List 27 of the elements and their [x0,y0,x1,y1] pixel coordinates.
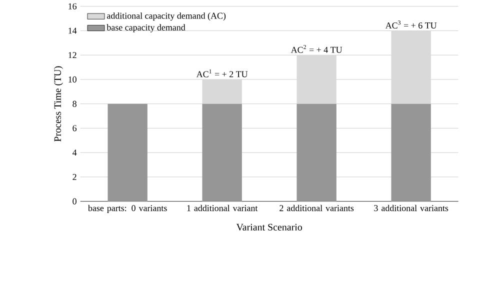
annotation: AC$^{3}$ = + 6 TU [385,20,437,29]
bar [202,104,242,202]
y-tick-label: 16 [68,3,77,10]
annotation: AC$^{2}$ = + 4 TU [290,45,342,54]
y-tick-label: 4 [72,150,77,156]
x-tick-label: 1 additional variant [187,204,258,212]
bar [391,30,431,104]
y-tick-label: 2 [72,174,76,180]
bar [391,104,431,202]
bar [202,80,242,104]
x-tick-label: base parts: 0 variants [88,204,167,214]
y-tick-label: 12 [68,52,76,58]
y-tick-label: 6 [72,125,77,132]
legend-label: additional capacity demand (AC) [107,12,226,21]
x-tick-label: 2 additional variants [280,204,354,212]
bar [296,55,336,104]
x-axis-title: Variant Scenario [236,224,302,231]
annotation: AC$^{1}$ = + 2 TU [196,70,248,78]
y-tick-label: 10 [68,76,76,83]
y-tick-label: 8 [72,100,76,108]
x-tick-label: 3 additional variants [374,204,448,212]
bar [296,104,336,202]
y-tick-label: 0 [72,198,76,205]
legend-label: base capacity demand [106,24,186,32]
bar [108,104,148,202]
y-tick-label: 14 [68,28,77,34]
y-axis-title: Process Time (TU) [54,66,64,142]
